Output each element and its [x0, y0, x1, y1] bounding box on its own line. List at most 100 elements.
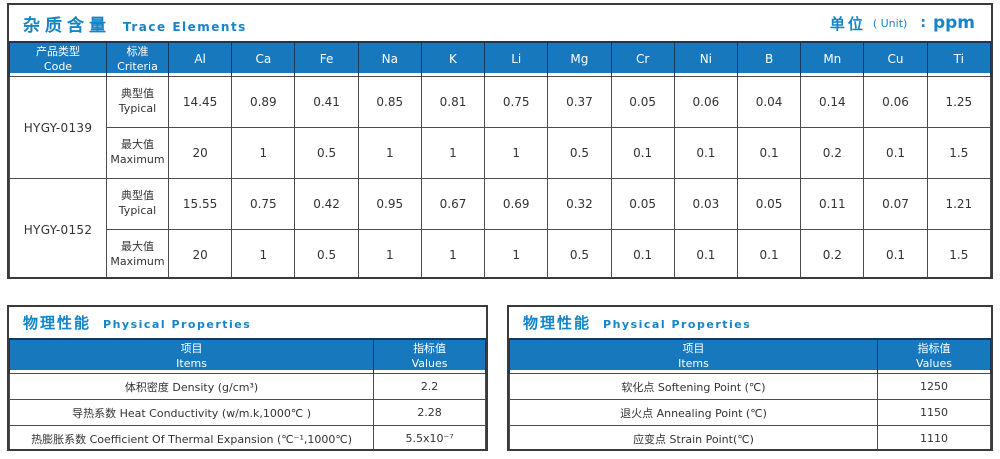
column-header-items-en: Items — [678, 356, 709, 370]
trace-value-cell: 0.05 — [610, 76, 675, 128]
trace-value-cell: 0.89 — [231, 76, 296, 128]
physical-table-row: 体积密度 Density (g/cm³) 2.2 — [9, 373, 486, 400]
trace-value-cell: 0.1 — [736, 229, 802, 277]
physical-table-row: 导热系数 Heat Conductivity (w/m.k,1000℃ ) 2.2… — [9, 399, 486, 426]
criteria-label-cn: 最大值 — [121, 240, 154, 254]
column-header-ca: Ca — [231, 41, 296, 77]
trace-table-row: HYGY-0139 典型值 Typical 14.45 0.89 0.41 0.85 0.81… — [9, 76, 991, 179]
trace-value-cell: 0.75 — [484, 76, 549, 128]
column-header-na: Na — [357, 41, 422, 77]
criteria-label-cn: 典型值 — [121, 87, 154, 101]
section-title-cn: 物理性能 — [23, 314, 92, 332]
column-header-cr: Cr — [610, 41, 675, 77]
section-title-cn: 杂质含量 — [23, 15, 111, 36]
trace-value-cell: 0.06 — [673, 76, 738, 128]
physical-left-body: 体积密度 Density (g/cm³) 2.2 导热系数 Heat Conduct… — [9, 373, 486, 449]
trace-value-cell: 0.5 — [547, 229, 612, 277]
trace-value-cell: 0.85 — [357, 76, 422, 128]
property-value-cell: 1110 — [876, 425, 991, 449]
criteria-cell: 典型值 Typical — [106, 178, 169, 230]
physical-right-table: 项目 Items 指标值 Values 软化点 Softening Point … — [509, 338, 991, 449]
column-header-values: 指标值 Values — [373, 338, 486, 374]
trace-value-cell: 0.04 — [736, 76, 802, 128]
physical-table-row: 软化点 Softening Point (℃) 1250 — [509, 373, 991, 400]
trace-value-cell: 0.1 — [673, 127, 738, 179]
unit-colon: : — [920, 15, 926, 31]
criteria-label-en: Typical — [118, 102, 157, 115]
criteria-cell: 最大值 Maximum — [106, 127, 169, 179]
column-header-items-cn: 项目 — [682, 342, 705, 356]
trace-value-cell: 20 — [167, 229, 233, 277]
physical-left-title: 物理性能 Physical Properties — [23, 312, 251, 333]
criteria-label-en: Typical — [118, 204, 157, 217]
trace-value-cell: 0.5 — [294, 229, 359, 277]
trace-value-cell: 0.81 — [420, 76, 486, 128]
column-header-items: 项目 Items — [9, 338, 375, 374]
trace-value-cell: 0.1 — [736, 127, 802, 179]
column-header-code-cn: 产品类型 — [36, 45, 80, 59]
unit-label-en: ( Unit) — [872, 16, 908, 30]
physical-table-row: 热膨胀系数 Coefficient Of Thermal Expansion (… — [9, 425, 486, 449]
physical-left-title-row: 物理性能 Physical Properties — [9, 307, 486, 338]
trace-value-cell: 1 — [484, 229, 549, 277]
criteria-label-en: Maximum — [110, 255, 165, 268]
trace-value-cell: 1 — [357, 229, 422, 277]
criteria-label-en: Maximum — [110, 153, 165, 166]
unit-indicator: 单位 ( Unit) : ppm — [830, 13, 975, 34]
trace-value-cell: 1 — [420, 229, 486, 277]
criteria-label-cn: 典型值 — [121, 189, 154, 203]
column-header-criteria-cn: 标准 — [126, 45, 149, 59]
trace-value-cell: 0.05 — [736, 178, 802, 230]
property-item-cell: 软化点 Softening Point (℃) — [509, 373, 878, 400]
physical-left-header-row: 项目 Items 指标值 Values — [9, 338, 486, 374]
column-header-code: 产品类型 Code — [9, 41, 107, 77]
trace-value-cell: 0.37 — [547, 76, 612, 128]
column-header-values: 指标值 Values — [876, 338, 991, 374]
trace-value-cell: 15.55 — [167, 178, 233, 230]
trace-elements-table: 产品类型 Code 标准 Criteria Al Ca Fe Na K Li Mg Cr Ni B… — [9, 41, 991, 277]
criteria-cell: 最大值 Maximum — [106, 229, 169, 277]
trace-value-cell: 14.45 — [167, 76, 233, 128]
trace-value-cell: 0.2 — [800, 229, 865, 277]
trace-value-cell: 1 — [231, 229, 296, 277]
section-title-cn: 物理性能 — [523, 314, 592, 332]
trace-table-row: HYGY-0152 典型值 Typical 15.55 0.75 0.42 0.95 0.67… — [9, 178, 991, 277]
physical-table-row: 退火点 Annealing Point (℃) 1150 — [509, 399, 991, 426]
column-header-b: B — [736, 41, 802, 77]
column-header-al: Al — [167, 41, 233, 77]
column-header-mn: Mn — [800, 41, 865, 77]
trace-value-cell: 1.5 — [926, 229, 991, 277]
physical-properties-section-left: 物理性能 Physical Properties 项目 Items 指标值 Va… — [7, 305, 488, 451]
trace-elements-section: 杂质含量 Trace Elements 单位 ( Unit) : ppm 产品类… — [7, 3, 993, 279]
trace-value-cell: 1 — [357, 127, 422, 179]
column-header-ni: Ni — [673, 41, 738, 77]
trace-value-cell: 1 — [484, 127, 549, 179]
section-title-en: Trace Elements — [123, 19, 247, 34]
trace-value-cell: 1 — [420, 127, 486, 179]
trace-value-cell: 0.07 — [863, 178, 928, 230]
trace-value-cell: 0.32 — [547, 178, 612, 230]
column-header-li: Li — [484, 41, 549, 77]
property-value-cell: 2.2 — [373, 373, 486, 400]
trace-value-cell: 0.95 — [357, 178, 422, 230]
trace-header-row: 产品类型 Code 标准 Criteria Al Ca Fe Na K Li Mg Cr Ni B… — [9, 41, 991, 77]
physical-properties-section-right: 物理性能 Physical Properties 项目 Items 指标值 Va… — [507, 305, 993, 451]
trace-value-cell: 0.2 — [800, 127, 865, 179]
trace-value-cell: 0.41 — [294, 76, 359, 128]
physical-left-table: 项目 Items 指标值 Values 体积密度 Density (g/cm³)… — [9, 338, 486, 449]
trace-value-cell: 1 — [231, 127, 296, 179]
trace-table-row: 最大值 Maximum 20 1 0.5 1 1 1 0.5 0.1 0.1 0.1 0.2 0.1 1.5 — [10, 127, 991, 179]
column-header-criteria: 标准 Criteria — [106, 41, 169, 77]
property-item-cell: 应变点 Strain Point(℃) — [509, 425, 878, 449]
column-header-k: K — [420, 41, 486, 77]
column-header-values-cn: 指标值 — [917, 342, 951, 356]
property-item-cell: 导热系数 Heat Conductivity (w/m.k,1000℃ ) — [9, 399, 375, 426]
property-item-cell: 体积密度 Density (g/cm³) — [9, 373, 375, 400]
column-header-code-en: Code — [43, 59, 73, 73]
trace-value-cell: 0.5 — [294, 127, 359, 179]
property-item-cell: 退火点 Annealing Point (℃) — [509, 399, 878, 426]
column-header-items: 项目 Items — [509, 338, 878, 374]
trace-table-body: HYGY-0139 典型值 Typical 14.45 0.89 0.41 0.85 0.81… — [9, 76, 991, 277]
property-value-cell: 1250 — [876, 373, 991, 400]
column-header-values-cn: 指标值 — [413, 342, 447, 356]
